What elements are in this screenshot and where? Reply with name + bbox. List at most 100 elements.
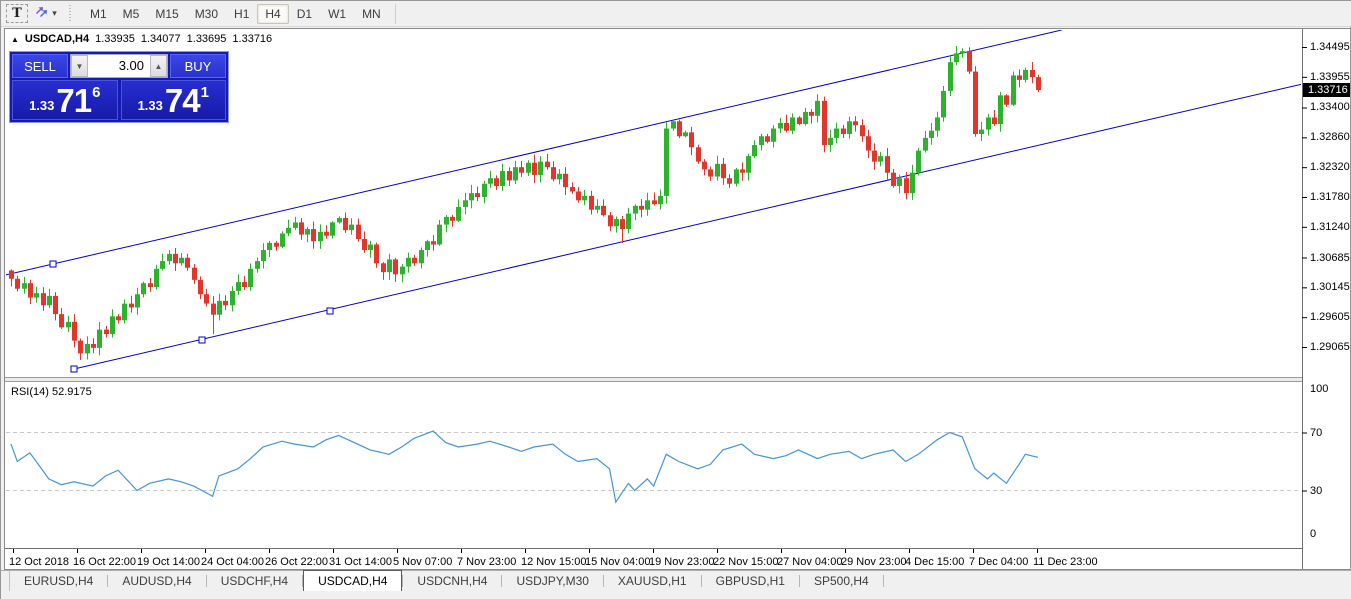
current-price-tag: 1.33716 <box>1303 83 1350 97</box>
time-axis-label: 7 Nov 23:00 <box>457 556 517 568</box>
buy-price-box[interactable]: 1.33 74 1 <box>120 80 226 120</box>
price-axis-label: 1.32320 <box>1310 161 1350 173</box>
price-axis-label: 1.33400 <box>1310 101 1350 113</box>
rsi-pane[interactable] <box>5 382 1302 549</box>
tab-separator <box>205 575 207 587</box>
time-axis-label: 15 Nov 04:00 <box>585 556 651 568</box>
chart-symbol-label: USDCAD,H4 <box>24 33 90 45</box>
rsi-axis-label: 70 <box>1310 427 1323 439</box>
pane-splitter[interactable] <box>5 377 1350 382</box>
arrows-tool-icon <box>33 3 49 24</box>
time-axis-label: 31 Oct 14:00 <box>329 556 392 568</box>
time-axis-label: 27 Nov 04:00 <box>777 556 843 568</box>
price-axis-label: 1.29065 <box>1310 341 1350 353</box>
volume-decrease-button[interactable]: ▼ <box>71 55 88 77</box>
price-axis-label: 1.34495 <box>1310 41 1350 53</box>
time-axis-label: 19 Nov 23:00 <box>649 556 715 568</box>
tab-audusd-h4[interactable]: AUDUSD,H4 <box>122 574 192 588</box>
tab-separator <box>602 575 604 587</box>
tab-xauusd-h1[interactable]: XAUUSD,H1 <box>617 574 687 588</box>
price-axis-label: 1.29605 <box>1310 311 1350 323</box>
ohlc-high: 1.34077 <box>140 33 181 45</box>
tab-separator <box>798 575 800 587</box>
tab-eurusd-h4[interactable]: EURUSD,H4 <box>24 574 94 588</box>
symbol-tabs: EURUSD,H4 AUDUSD,H4 USDCHF,H4 USDCAD,H4 USDC… <box>10 570 884 591</box>
timeframe-mn[interactable]: MN <box>362 6 381 21</box>
tab-separator <box>882 575 884 587</box>
time-axis[interactable] <box>5 549 1302 569</box>
toolbar: T ▾ M1 M5 M15 M30 H1 H4 D1 W1 MN <box>1 1 1351 27</box>
price-axis-label: 1.30145 <box>1310 281 1350 293</box>
rsi-indicator-label: RSI(14) 52.9175 <box>11 386 92 398</box>
ohlc-close: 1.33716 <box>232 33 273 45</box>
buy-button[interactable]: BUY <box>170 54 226 78</box>
tab-separator <box>302 575 304 587</box>
arrows-tool-button[interactable]: ▾ <box>33 3 57 25</box>
price-axis-label: 1.31240 <box>1310 221 1350 233</box>
volume-increase-button[interactable]: ▲ <box>150 55 167 77</box>
time-axis-label: 26 Oct 22:00 <box>265 556 328 568</box>
sell-price-prefix: 1.33 <box>29 98 55 113</box>
timeframe-m1[interactable]: M1 <box>90 6 107 21</box>
price-axis-label: 1.33955 <box>1310 71 1350 83</box>
price-axis-label: 1.32860 <box>1310 131 1350 143</box>
tab-separator <box>107 575 109 587</box>
timeframe-h1[interactable]: H1 <box>234 6 250 21</box>
sell-price-pip: 6 <box>92 84 101 101</box>
price-axis-label: 1.31780 <box>1310 191 1350 203</box>
time-axis-label: 7 Dec 04:00 <box>969 556 1029 568</box>
time-axis-label: 29 Nov 23:00 <box>841 556 907 568</box>
timeframe-d1[interactable]: D1 <box>296 6 313 21</box>
toolbar-grip[interactable] <box>67 4 74 23</box>
time-axis-label: 12 Nov 15:00 <box>521 556 587 568</box>
timeframe-w1[interactable]: W1 <box>328 6 347 21</box>
tab-separator <box>501 575 503 587</box>
price-axis[interactable] <box>1302 29 1350 569</box>
timeframe-m5[interactable]: M5 <box>122 6 140 21</box>
collapse-triangle-icon[interactable]: ▲ <box>11 34 19 44</box>
text-tool-icon: T <box>6 4 28 23</box>
time-axis-label: 19 Oct 14:00 <box>137 556 200 568</box>
time-axis-label: 16 Oct 22:00 <box>73 556 136 568</box>
buy-price-prefix: 1.33 <box>137 98 163 113</box>
symbol-tabs-bar: EURUSD,H4 AUDUSD,H4 USDCHF,H4 USDCAD,H4 USDC… <box>1 570 1351 591</box>
status-bar <box>1 591 1351 599</box>
time-axis-label: 5 Nov 07:00 <box>393 556 453 568</box>
volume-spinner: ▼ 3.00 ▲ <box>70 54 168 78</box>
timeframe-h4[interactable]: H4 <box>257 3 289 24</box>
rsi-axis-label: 30 <box>1310 485 1323 497</box>
sell-price-main: 71 <box>56 82 92 119</box>
tab-usdcnh-h4[interactable]: USDCNH,H4 <box>417 574 488 588</box>
time-axis-label: 22 Nov 15:00 <box>713 556 779 568</box>
rsi-axis-label: 0 <box>1310 528 1317 540</box>
text-tool-button[interactable]: T <box>5 3 29 25</box>
timeframe-group: M1 M5 M15 M30 H1 H4 D1 W1 MN <box>82 3 389 24</box>
toolbar-separator <box>394 3 396 24</box>
tab-sp500-h4[interactable]: SP500,H4 <box>813 574 869 588</box>
tab-usdchf-h4[interactable]: USDCHF,H4 <box>220 574 289 588</box>
tab-usdjpy-m30[interactable]: USDJPY,M30 <box>516 574 589 588</box>
buy-price-pip: 1 <box>200 84 209 101</box>
price-axis-label: 1.30685 <box>1310 252 1350 264</box>
tab-separator <box>700 575 702 587</box>
chevron-down-icon: ▾ <box>52 8 57 18</box>
sell-button[interactable]: SELL <box>12 54 68 78</box>
time-axis-label: 4 Dec 15:00 <box>905 556 965 568</box>
time-axis-label: 12 Oct 2018 <box>9 556 69 568</box>
tab-gbpusd-h1[interactable]: GBPUSD,H1 <box>715 574 785 588</box>
tabs-left-gutter <box>1 571 10 591</box>
ohlc-open: 1.33935 <box>95 33 135 45</box>
tab-separator <box>402 575 404 587</box>
buy-price-main: 74 <box>164 82 201 119</box>
one-click-trade-panel: SELL ▼ 3.00 ▲ BUY 1.33 71 6 1.33 74 1 <box>9 51 229 123</box>
timeframe-m30[interactable]: M30 <box>194 6 219 21</box>
time-axis-label: 11 Dec 23:00 <box>1033 556 1098 568</box>
ohlc-low: 1.33695 <box>186 33 227 45</box>
sell-price-box[interactable]: 1.33 71 6 <box>12 80 118 120</box>
timeframe-m15[interactable]: M15 <box>155 6 179 21</box>
chart-ohlc-header: ▲ USDCAD,H4 1.33935 1.34077 1.33695 1.33… <box>11 33 272 45</box>
rsi-axis-label: 100 <box>1310 383 1329 395</box>
volume-input[interactable]: 3.00 <box>88 55 150 77</box>
tab-usdcad-h4[interactable]: USDCAD,H4 <box>303 570 403 591</box>
